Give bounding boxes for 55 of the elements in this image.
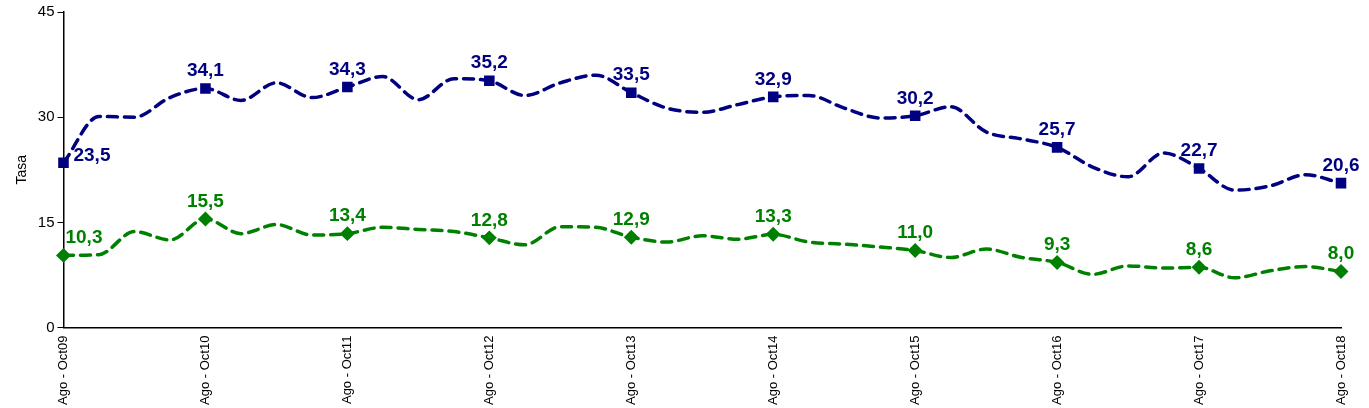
point — [200, 83, 211, 94]
point — [1335, 177, 1347, 189]
data-label: 33,5 — [612, 63, 651, 85]
data-label: 32,9 — [754, 67, 792, 89]
point — [1050, 255, 1064, 270]
data-label: 11,0 — [897, 221, 934, 243]
data-label: 8,6 — [1185, 238, 1213, 260]
x-tick-label: Ago - Oct10 — [197, 335, 213, 406]
x-tick-label: Ago - Oct14 — [764, 335, 780, 406]
data-label: 30,2 — [896, 86, 934, 108]
point — [1193, 163, 1205, 174]
data-label: 34,1 — [186, 59, 225, 81]
point — [340, 226, 355, 241]
x-tick-label: Ago - Oct13 — [622, 335, 638, 406]
x-tick-label: Ago - Oct16 — [1048, 335, 1064, 406]
point — [56, 248, 71, 263]
y-tick-label: 30 — [37, 107, 55, 125]
data-label: 20,6 — [1322, 153, 1360, 175]
x-tick-label: Ago - Oct15 — [906, 335, 922, 406]
point — [767, 91, 779, 103]
point — [1334, 264, 1348, 279]
y-tick-label: 0 — [46, 317, 55, 335]
point — [482, 231, 497, 245]
data-label: 9,3 — [1043, 233, 1071, 255]
point — [1051, 142, 1063, 153]
data-label: 22,7 — [1180, 139, 1218, 161]
data-label: 35,2 — [470, 51, 508, 73]
point — [484, 75, 495, 87]
point — [624, 230, 639, 244]
data-label: 25,7 — [1038, 118, 1076, 140]
point — [909, 110, 921, 122]
data-label: 12,8 — [470, 208, 508, 230]
x-tick-label: Ago - Oct18 — [1332, 335, 1348, 406]
x-tick-label: Ago - Oct11 — [338, 335, 354, 405]
point — [625, 87, 637, 98]
x-tick-label: Ago - Oct09 — [55, 335, 71, 406]
point — [58, 157, 69, 169]
data-label: 10,3 — [65, 226, 103, 248]
point — [908, 243, 922, 258]
x-tick-label: Ago - Oct17 — [1190, 335, 1206, 406]
data-label: 12,9 — [612, 207, 650, 229]
x-tick-label: Ago - Oct12 — [480, 335, 496, 406]
point — [1192, 260, 1206, 275]
y-tick-label: 15 — [37, 212, 55, 230]
data-label: 23,5 — [73, 143, 111, 165]
point — [198, 212, 213, 226]
data-label: 8,0 — [1327, 242, 1355, 264]
y-axis-title: Tasa — [13, 154, 30, 185]
y-tick-label: 45 — [37, 2, 55, 20]
data-label: 15,5 — [186, 189, 225, 211]
point — [342, 81, 353, 93]
point — [766, 227, 780, 242]
data-label: 13,4 — [328, 204, 367, 226]
data-label: 34,3 — [328, 57, 366, 79]
data-label: 13,3 — [754, 205, 792, 227]
